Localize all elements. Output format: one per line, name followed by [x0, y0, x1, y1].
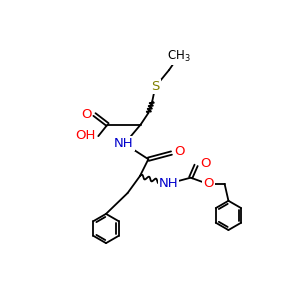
Text: NH: NH: [114, 137, 134, 150]
Text: CH$_3$: CH$_3$: [167, 49, 191, 64]
Text: O: O: [203, 177, 214, 190]
Text: OH: OH: [75, 129, 95, 142]
Text: O: O: [175, 145, 185, 158]
Text: O: O: [200, 157, 211, 170]
Text: NH: NH: [159, 177, 178, 190]
Text: O: O: [81, 108, 92, 121]
Text: S: S: [151, 80, 160, 93]
